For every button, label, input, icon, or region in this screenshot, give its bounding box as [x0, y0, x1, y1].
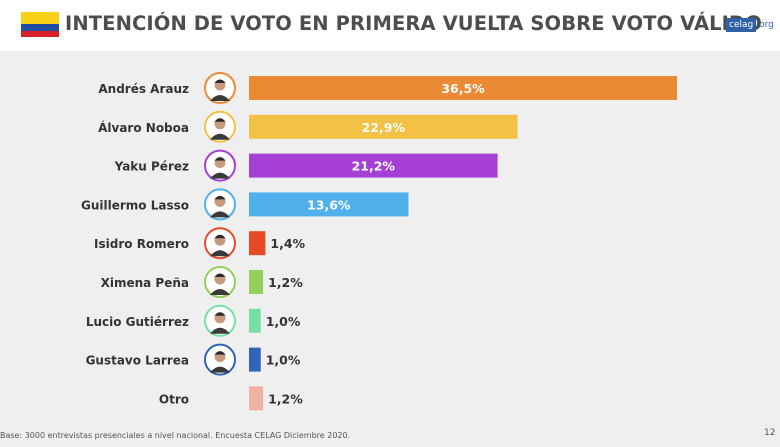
category-label: Otro — [159, 392, 189, 406]
bar-row: Álvaro Noboa 22,9% — [98, 110, 518, 143]
candidate-photo — [204, 304, 236, 337]
category-label: Andrés Arauz — [98, 82, 189, 96]
footer-note: Base: 3000 entrevistas presenciales a ni… — [0, 431, 351, 440]
category-label: Lucio Gutiérrez — [86, 315, 189, 329]
header: INTENCIÓN DE VOTO EN PRIMERA VUELTA SOBR… — [0, 0, 780, 51]
data-label: 13,6% — [307, 197, 351, 212]
bar — [249, 231, 266, 256]
bar-row: Ximena Peña 1,2% — [101, 266, 303, 298]
category-label: Ximena Peña — [101, 276, 189, 290]
category-label: Guillermo Lasso — [81, 198, 189, 212]
bar — [249, 76, 677, 100]
data-label: 36,5% — [441, 81, 485, 96]
page-number: 12 — [764, 428, 776, 438]
candidate-photo — [204, 72, 236, 104]
bar — [249, 192, 409, 217]
chart-title: INTENCIÓN DE VOTO EN PRIMERA VUELTA SOBR… — [65, 12, 762, 35]
candidate-photo — [204, 188, 236, 221]
data-label: 1,0% — [266, 353, 301, 368]
category-label: Gustavo Larrea — [86, 354, 189, 368]
data-label: 1,0% — [266, 314, 301, 329]
celag-logo: celag .org — [726, 18, 774, 32]
bar-row: Gustavo Larrea 1,0% — [86, 343, 301, 376]
candidate-photo — [204, 266, 236, 298]
data-label: 1,4% — [270, 236, 305, 251]
category-label: Isidro Romero — [94, 237, 189, 251]
candidate-photo — [204, 227, 236, 260]
bar — [249, 114, 518, 139]
data-label: 1,2% — [268, 275, 303, 290]
bar — [249, 270, 264, 294]
candidate-photo — [204, 110, 236, 143]
category-label: Álvaro Noboa — [98, 120, 189, 135]
bar-row: Lucio Gutiérrez 1,0% — [86, 304, 301, 337]
bar-row: Otro 1,2% — [159, 386, 303, 411]
category-label: Yaku Pérez — [114, 160, 189, 174]
bar — [249, 308, 261, 333]
bar-row: Guillermo Lasso 13,6% — [81, 188, 409, 221]
candidate-photo — [204, 149, 236, 182]
data-label: 21,2% — [352, 159, 396, 174]
colombia-flag-icon — [21, 12, 59, 37]
bar — [249, 153, 498, 178]
data-label: 1,2% — [268, 391, 303, 406]
bar-row: Andrés Arauz 36,5% — [98, 72, 677, 104]
bar — [249, 386, 264, 411]
bar — [249, 347, 261, 372]
bar-chart: Andrés Arauz 36,5% Álvaro Noboa 22,9% Yaku P… — [81, 72, 677, 411]
bar-row: Yaku Pérez 21,2% — [114, 149, 498, 182]
candidate-photo — [204, 343, 236, 376]
bar-row: Isidro Romero 1,4% — [94, 227, 306, 260]
data-label: 22,9% — [362, 120, 406, 135]
